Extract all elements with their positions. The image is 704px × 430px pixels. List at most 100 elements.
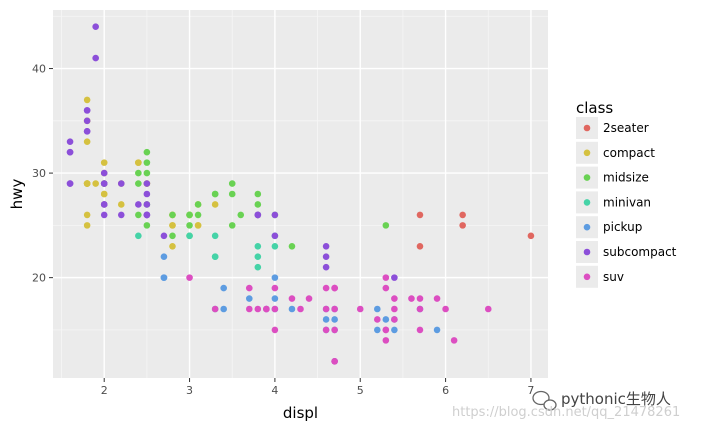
point-pickup [288, 305, 296, 313]
x-tick-label: 6 [442, 384, 449, 397]
point-midsize [254, 190, 262, 198]
point-suv [331, 357, 338, 365]
point-compact [169, 222, 176, 229]
point-midsize [228, 180, 236, 187]
point-subcompact [391, 274, 398, 281]
point-suv [382, 284, 390, 292]
point-subcompact [143, 190, 151, 198]
point-compact [211, 201, 219, 208]
point-suv [391, 295, 398, 302]
point-midsize [288, 242, 296, 250]
point-pickup [271, 295, 279, 302]
point-midsize [382, 222, 390, 229]
point-subcompact [271, 211, 279, 219]
legend-dot-midsize [583, 174, 591, 181]
wechat-logo-icon [532, 390, 557, 411]
point-suv [331, 305, 338, 313]
legend-label-minivan: minivan [603, 195, 651, 209]
point-subcompact [117, 180, 125, 187]
legend-label-2seater: 2seater [603, 121, 649, 135]
point-suv [391, 316, 398, 323]
point-suv [408, 295, 415, 302]
legend-title: class [576, 99, 613, 117]
legend-dot-suv [583, 273, 591, 281]
point-midsize [143, 148, 151, 156]
point-suv [382, 326, 390, 334]
y-axis-title: hwy [8, 179, 26, 210]
legend-label-subcompact: subcompact [603, 245, 677, 259]
plot-panel [53, 10, 548, 378]
point-midsize [143, 222, 151, 229]
point-subcompact [143, 201, 151, 208]
point-compact [83, 222, 91, 229]
point-suv [416, 305, 424, 313]
point-suv [416, 326, 424, 334]
point-suv [322, 284, 330, 292]
point-2seater [416, 242, 424, 250]
point-minivan [254, 263, 262, 271]
x-axis-ticks: 2 3 4 5 6 7 [101, 378, 534, 397]
legend: class 2seater compact midsize minivan pickup… [576, 99, 677, 288]
y-tick-label: 20 [32, 272, 46, 285]
y-tick-label: 40 [32, 63, 46, 76]
point-subcompact [143, 211, 151, 219]
y-axis-ticks: 20 30 40 [32, 63, 53, 285]
point-2seater [459, 222, 466, 229]
point-subcompact [100, 169, 108, 177]
legend-dot-subcompact [583, 248, 591, 256]
point-subcompact [322, 242, 330, 250]
point-suv [186, 274, 193, 281]
point-midsize [186, 222, 193, 229]
point-suv [382, 337, 390, 344]
point-subcompact [160, 232, 168, 240]
point-subcompact [143, 180, 151, 187]
legend-label-pickup: pickup [603, 220, 642, 234]
point-pickup [391, 326, 398, 334]
point-subcompact [83, 117, 91, 125]
point-pickup [220, 284, 227, 292]
legend-label-midsize: midsize [603, 171, 649, 185]
point-compact [135, 159, 142, 166]
point-suv [288, 295, 296, 302]
point-midsize [143, 169, 151, 177]
watermark-text: pythonic生物人 [561, 390, 671, 408]
point-midsize [194, 211, 202, 219]
point-midsize [237, 211, 245, 219]
point-subcompact [92, 54, 99, 62]
point-midsize [254, 201, 262, 208]
point-suv [416, 295, 424, 302]
point-pickup [382, 316, 390, 323]
point-minivan [211, 232, 219, 240]
watermark: pythonic生物人 https://blog.csdn.net/qq_214… [452, 390, 680, 420]
point-compact [100, 159, 108, 166]
data-points [66, 23, 535, 365]
point-midsize [143, 159, 151, 166]
legend-dot-minivan [583, 199, 591, 206]
point-subcompact [135, 201, 142, 208]
point-pickup [331, 316, 338, 323]
minor-gridlines [53, 10, 548, 378]
point-midsize [135, 180, 142, 187]
point-subcompact [66, 138, 74, 146]
point-compact [92, 180, 99, 187]
point-subcompact [100, 211, 108, 219]
point-suv [297, 305, 304, 313]
point-suv [382, 274, 390, 281]
point-suv [254, 305, 262, 313]
point-pickup [160, 253, 168, 261]
point-midsize [135, 211, 142, 219]
point-midsize [135, 169, 142, 177]
point-suv [263, 305, 270, 313]
point-suv [331, 326, 338, 334]
point-subcompact [66, 148, 74, 156]
point-pickup [245, 295, 253, 302]
major-gridlines [53, 10, 548, 378]
point-midsize [169, 232, 176, 240]
point-suv [374, 316, 381, 323]
point-subcompact [83, 107, 91, 114]
point-2seater [527, 232, 535, 240]
point-suv [433, 295, 441, 302]
point-pickup [374, 326, 381, 334]
point-compact [83, 211, 91, 219]
